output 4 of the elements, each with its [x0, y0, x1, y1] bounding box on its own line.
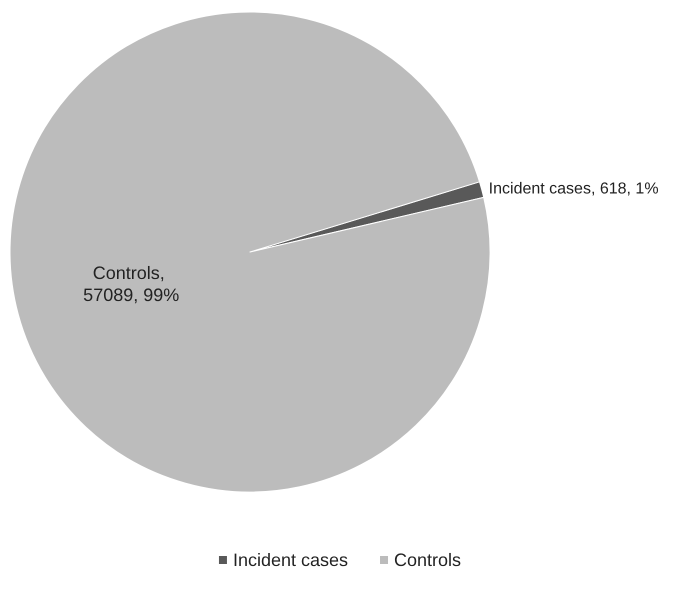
- data-label: Incident cases, 618, 1%: [488, 180, 659, 198]
- legend-label: Incident cases: [232, 550, 348, 570]
- legend-label: Controls: [394, 550, 462, 570]
- data-label: Controls, 57089, 99%: [83, 262, 180, 305]
